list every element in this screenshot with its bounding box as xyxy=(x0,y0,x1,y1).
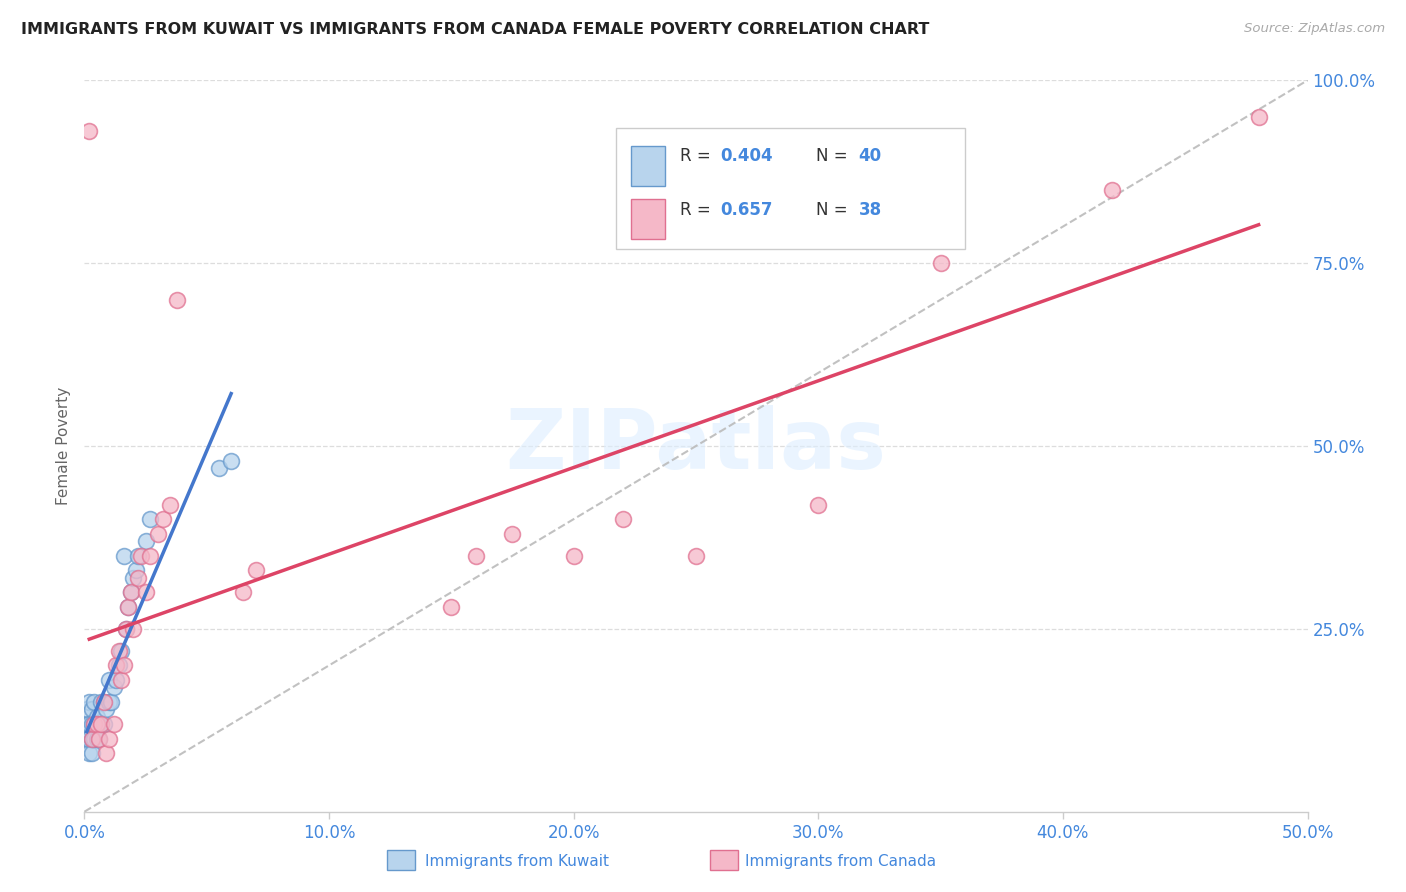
Bar xyxy=(631,199,665,239)
Point xyxy=(80,731,103,746)
Point xyxy=(122,622,145,636)
Point xyxy=(807,498,830,512)
Point xyxy=(112,549,135,563)
Point xyxy=(122,571,145,585)
Point xyxy=(502,526,524,541)
Text: R =: R = xyxy=(681,146,716,165)
Point xyxy=(77,124,100,138)
Point xyxy=(83,717,105,731)
Point xyxy=(110,644,132,658)
Point xyxy=(117,599,139,614)
Point xyxy=(464,549,486,563)
Point xyxy=(93,695,115,709)
Text: ZIPatlas: ZIPatlas xyxy=(506,406,886,486)
Point xyxy=(105,658,128,673)
Point xyxy=(105,673,128,687)
Point xyxy=(103,717,125,731)
Point xyxy=(103,681,125,695)
Point xyxy=(110,673,132,687)
Text: 0.657: 0.657 xyxy=(720,201,773,219)
Point xyxy=(127,571,149,585)
Point xyxy=(80,746,103,760)
Point xyxy=(97,673,120,687)
Point xyxy=(135,534,157,549)
Text: 0.404: 0.404 xyxy=(720,146,773,165)
Point xyxy=(87,731,110,746)
Point xyxy=(562,549,585,563)
Point xyxy=(112,658,135,673)
Text: 38: 38 xyxy=(859,201,882,219)
Point xyxy=(107,644,129,658)
Point xyxy=(80,731,103,746)
Point xyxy=(96,746,118,760)
Point xyxy=(77,695,100,709)
Point xyxy=(76,731,98,746)
Point xyxy=(97,731,120,746)
Point xyxy=(219,453,242,467)
Point xyxy=(107,658,129,673)
Text: N =: N = xyxy=(815,201,852,219)
Bar xyxy=(631,145,665,186)
Point xyxy=(139,549,162,563)
Point xyxy=(125,563,148,577)
Point xyxy=(93,695,115,709)
Point xyxy=(96,702,118,716)
Point xyxy=(929,256,952,270)
Point xyxy=(77,717,100,731)
Point xyxy=(77,746,100,760)
Point xyxy=(117,599,139,614)
Text: R =: R = xyxy=(681,201,716,219)
FancyBboxPatch shape xyxy=(616,128,965,249)
Point xyxy=(77,731,100,746)
Point xyxy=(100,695,122,709)
Point xyxy=(135,585,157,599)
Text: N =: N = xyxy=(815,146,852,165)
Point xyxy=(685,549,707,563)
Point xyxy=(87,731,110,746)
Point xyxy=(90,717,112,731)
Point xyxy=(1247,110,1270,124)
Point xyxy=(97,695,120,709)
Point xyxy=(152,512,174,526)
Text: IMMIGRANTS FROM KUWAIT VS IMMIGRANTS FROM CANADA FEMALE POVERTY CORRELATION CHAR: IMMIGRANTS FROM KUWAIT VS IMMIGRANTS FRO… xyxy=(21,22,929,37)
Point xyxy=(146,526,169,541)
Text: 40: 40 xyxy=(859,146,882,165)
Point xyxy=(93,717,115,731)
Y-axis label: Female Poverty: Female Poverty xyxy=(56,387,72,505)
Point xyxy=(115,622,138,636)
Point xyxy=(86,717,108,731)
Point xyxy=(80,717,103,731)
Point xyxy=(139,512,162,526)
Point xyxy=(76,717,98,731)
Point xyxy=(80,702,103,716)
Text: Source: ZipAtlas.com: Source: ZipAtlas.com xyxy=(1244,22,1385,36)
Point xyxy=(127,549,149,563)
Point xyxy=(86,731,108,746)
Point xyxy=(83,695,105,709)
Text: Immigrants from Canada: Immigrants from Canada xyxy=(745,855,936,869)
Point xyxy=(115,622,138,636)
Point xyxy=(1101,183,1123,197)
Point xyxy=(120,585,142,599)
Point xyxy=(440,599,463,614)
Point xyxy=(245,563,267,577)
Point xyxy=(120,585,142,599)
Point xyxy=(90,695,112,709)
Point xyxy=(612,512,634,526)
Point xyxy=(76,702,98,716)
Point xyxy=(83,731,105,746)
Point xyxy=(159,498,181,512)
Point xyxy=(232,585,254,599)
Point xyxy=(166,293,188,307)
Point xyxy=(83,717,105,731)
Point xyxy=(87,717,110,731)
Text: Immigrants from Kuwait: Immigrants from Kuwait xyxy=(425,855,609,869)
Point xyxy=(86,709,108,723)
Point xyxy=(129,549,152,563)
Point xyxy=(208,461,231,475)
